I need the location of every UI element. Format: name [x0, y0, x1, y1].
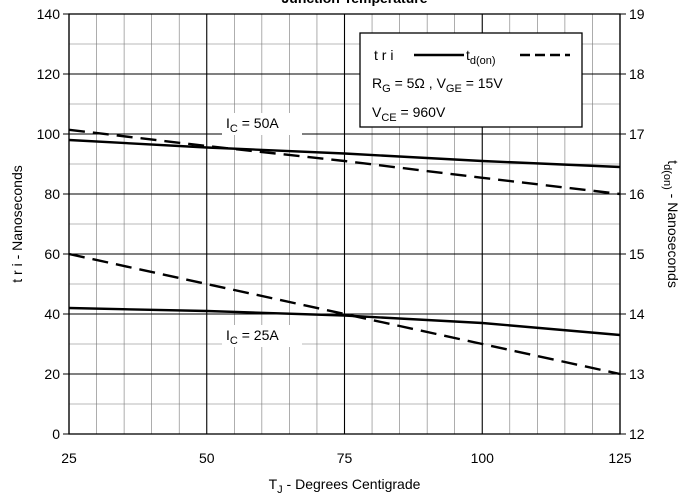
chart-title: Junction Temperature: [282, 0, 428, 6]
label-box: [222, 113, 302, 135]
y2-tick-label: 14: [629, 306, 645, 322]
subscript: C: [230, 335, 238, 347]
text-part: = 5Ω , V: [391, 75, 447, 91]
text-part: = 25A: [238, 327, 280, 343]
series-line: [68, 252, 621, 376]
legend-label: t r i: [374, 47, 393, 63]
text-part: t: [665, 160, 681, 164]
text-part: = 15V: [462, 75, 504, 91]
y2-axis-label: td(on) - Nanoseconds: [661, 160, 681, 288]
text-part: T: [269, 476, 278, 492]
y2-tick-label: 13: [629, 366, 645, 382]
curve-label: IC = 50A: [226, 115, 279, 135]
text-part: t r i - Nanoseconds: [9, 165, 25, 283]
y-tick-label: 80: [44, 186, 60, 202]
subscript: J: [277, 484, 283, 496]
subscript: d(on): [470, 55, 496, 67]
series-line: [68, 306, 621, 337]
y-tick-label: 100: [37, 126, 61, 142]
y-tick-label: 60: [44, 246, 60, 262]
text-part: = 960V: [397, 104, 446, 120]
legend-box: [359, 32, 583, 128]
text-part: - Degrees Centigrade: [283, 476, 421, 492]
subscript: CE: [381, 112, 396, 124]
text-part: - Nanoseconds: [665, 190, 681, 288]
subscript: d(on): [661, 164, 673, 190]
text-part: I: [226, 115, 230, 131]
y2-tick-label: 17: [629, 126, 645, 142]
x-tick-label: 25: [61, 450, 77, 466]
y-tick-label: 0: [52, 426, 60, 442]
y-tick-label: 120: [37, 66, 61, 82]
legend-conditions: VCE = 960V: [372, 104, 446, 124]
subscript: GE: [446, 83, 462, 95]
x-tick-label: 125: [608, 450, 632, 466]
legend-label: td(on): [466, 47, 496, 67]
curve-label: IC = 25A: [226, 327, 279, 347]
text-part: V: [372, 104, 382, 120]
y2-tick-label: 15: [629, 246, 645, 262]
plot-frame: [68, 13, 621, 435]
label-box: [222, 325, 302, 347]
y2-tick-label: 18: [629, 66, 645, 82]
text-part: I: [226, 327, 230, 343]
y-tick-label: 20: [44, 366, 60, 382]
x-tick-label: 50: [199, 450, 215, 466]
subscript: G: [382, 83, 391, 95]
y2-tick-label: 19: [629, 6, 645, 22]
series-line: [68, 138, 621, 169]
x-tick-label: 75: [337, 450, 353, 466]
y-axis-label: t r i - Nanoseconds: [9, 165, 25, 283]
legend-conditions: RG = 5Ω , VGE = 15V: [372, 75, 503, 95]
y-tick-label: 40: [44, 306, 60, 322]
text-part: t r i: [374, 47, 393, 63]
y-tick-label: 140: [37, 6, 61, 22]
text-part: = 50A: [238, 115, 280, 131]
y2-tick-label: 16: [629, 186, 645, 202]
x-axis-label: TJ - Degrees Centigrade: [269, 476, 421, 496]
series-line: [68, 128, 621, 196]
y2-tick-label: 12: [629, 426, 645, 442]
x-tick-label: 100: [471, 450, 495, 466]
text-part: t: [466, 47, 470, 63]
subscript: C: [230, 123, 238, 135]
text-part: R: [372, 75, 382, 91]
